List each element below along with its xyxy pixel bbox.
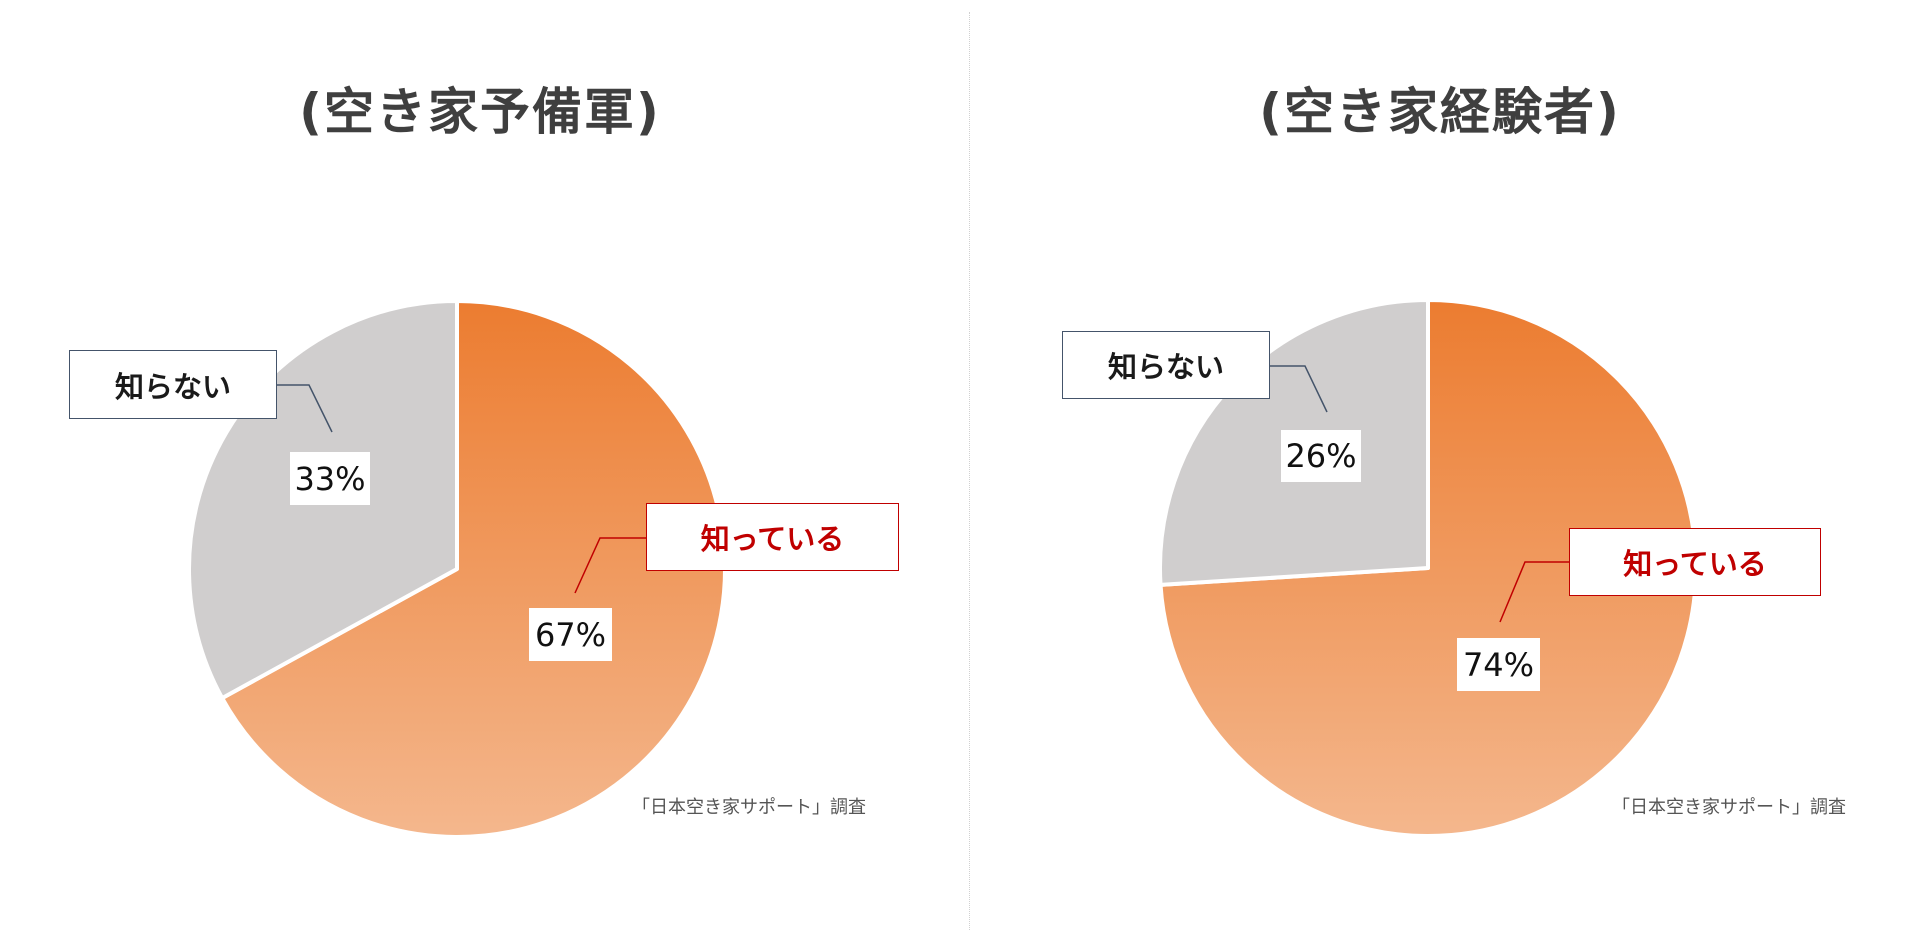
leader-line-known	[1499, 561, 1569, 623]
data-label-unknown: 26%	[1281, 430, 1361, 482]
source-note: 「日本空き家サポート」調査	[632, 797, 866, 818]
chart-title: (空き家予備軍)	[299, 83, 661, 141]
callout-label-known: 知っている	[646, 503, 899, 571]
leader-line-unknown	[1270, 365, 1328, 413]
data-label-known: 67%	[529, 608, 612, 661]
panel-divider	[969, 12, 970, 930]
callout-label-known: 知っている	[1569, 528, 1821, 596]
chart-panel-reserve: (空き家予備軍) 知らない 知っている 33% 67% 「日本空き家サポート」調…	[69, 83, 899, 839]
data-label-known: 74%	[1457, 638, 1540, 691]
chart-panel-experienced: (空き家経験者) 知らない 知っている 26% 74% 「日本空き家サポート」調…	[960, 0, 1920, 945]
leader-line-unknown	[277, 384, 333, 433]
leader-line-known	[574, 537, 646, 594]
data-label-unknown: 33%	[290, 452, 370, 505]
pie-slice-known	[220, 299, 727, 839]
chart-title: (空き家経験者)	[1259, 83, 1621, 141]
callout-label-unknown: 知らない	[69, 350, 277, 419]
source-note: 「日本空き家サポート」調査	[1612, 797, 1846, 818]
callout-label-unknown: 知らない	[1062, 331, 1270, 399]
